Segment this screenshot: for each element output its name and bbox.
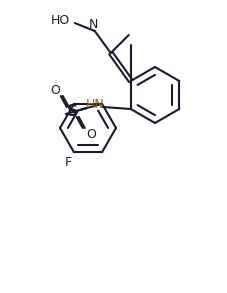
Text: HO: HO: [51, 13, 70, 26]
Text: N: N: [89, 18, 99, 32]
Text: HN: HN: [85, 98, 104, 112]
Text: O: O: [86, 127, 96, 141]
Text: F: F: [64, 156, 72, 169]
Text: O: O: [50, 84, 60, 96]
Text: S: S: [67, 105, 78, 120]
